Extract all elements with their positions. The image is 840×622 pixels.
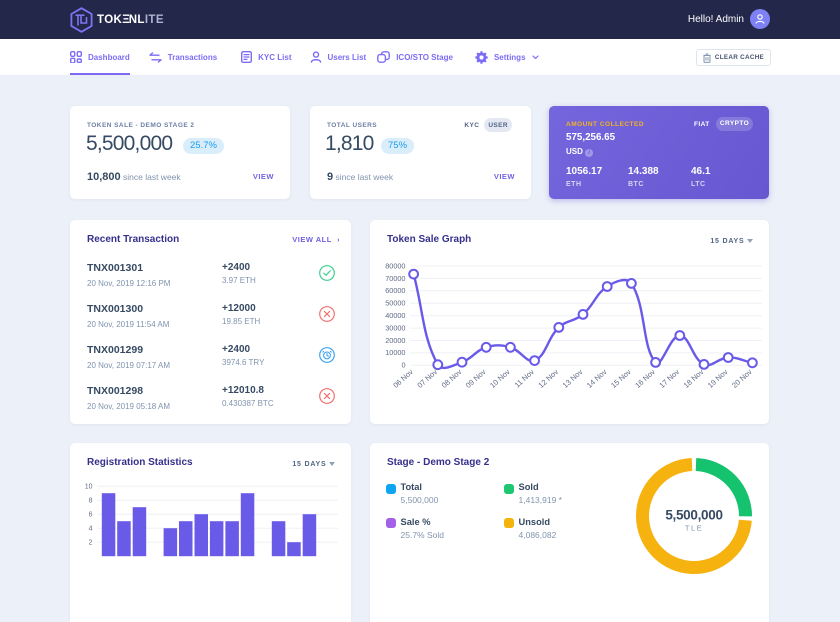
svg-text:06 Nov: 06 Nov xyxy=(391,367,415,390)
svg-text:10 Nov: 10 Nov xyxy=(488,367,512,390)
svg-text:17 Nov: 17 Nov xyxy=(657,367,681,390)
svg-text:09 Nov: 09 Nov xyxy=(464,367,488,390)
svg-text:10000: 10000 xyxy=(385,348,405,357)
svg-text:0: 0 xyxy=(401,361,405,370)
svg-text:19 Nov: 19 Nov xyxy=(706,367,730,390)
svg-text:20000: 20000 xyxy=(385,336,405,345)
svg-text:08 Nov: 08 Nov xyxy=(440,367,464,390)
svg-text:18 Nov: 18 Nov xyxy=(682,367,706,390)
svg-text:13 Nov: 13 Nov xyxy=(561,367,585,390)
svg-text:80000: 80000 xyxy=(385,261,405,270)
svg-text:50000: 50000 xyxy=(385,299,405,308)
svg-text:30000: 30000 xyxy=(385,323,405,332)
svg-text:16 Nov: 16 Nov xyxy=(633,367,657,390)
svg-text:10: 10 xyxy=(85,484,93,491)
svg-text:8: 8 xyxy=(89,498,93,505)
svg-text:40000: 40000 xyxy=(385,311,405,320)
svg-text:14 Nov: 14 Nov xyxy=(585,367,609,390)
svg-text:6: 6 xyxy=(89,512,93,519)
svg-text:TLE: TLE xyxy=(685,524,703,533)
svg-text:2: 2 xyxy=(89,540,93,547)
svg-text:11 Nov: 11 Nov xyxy=(513,367,536,389)
svg-text:70000: 70000 xyxy=(385,274,405,283)
svg-text:15 Nov: 15 Nov xyxy=(609,367,633,390)
svg-text:4: 4 xyxy=(89,526,93,533)
svg-text:07 Nov: 07 Nov xyxy=(415,367,439,390)
svg-text:60000: 60000 xyxy=(385,286,405,295)
svg-text:5,500,000: 5,500,000 xyxy=(665,508,722,523)
svg-text:20 Nov: 20 Nov xyxy=(730,367,754,390)
svg-text:12 Nov: 12 Nov xyxy=(536,367,560,390)
